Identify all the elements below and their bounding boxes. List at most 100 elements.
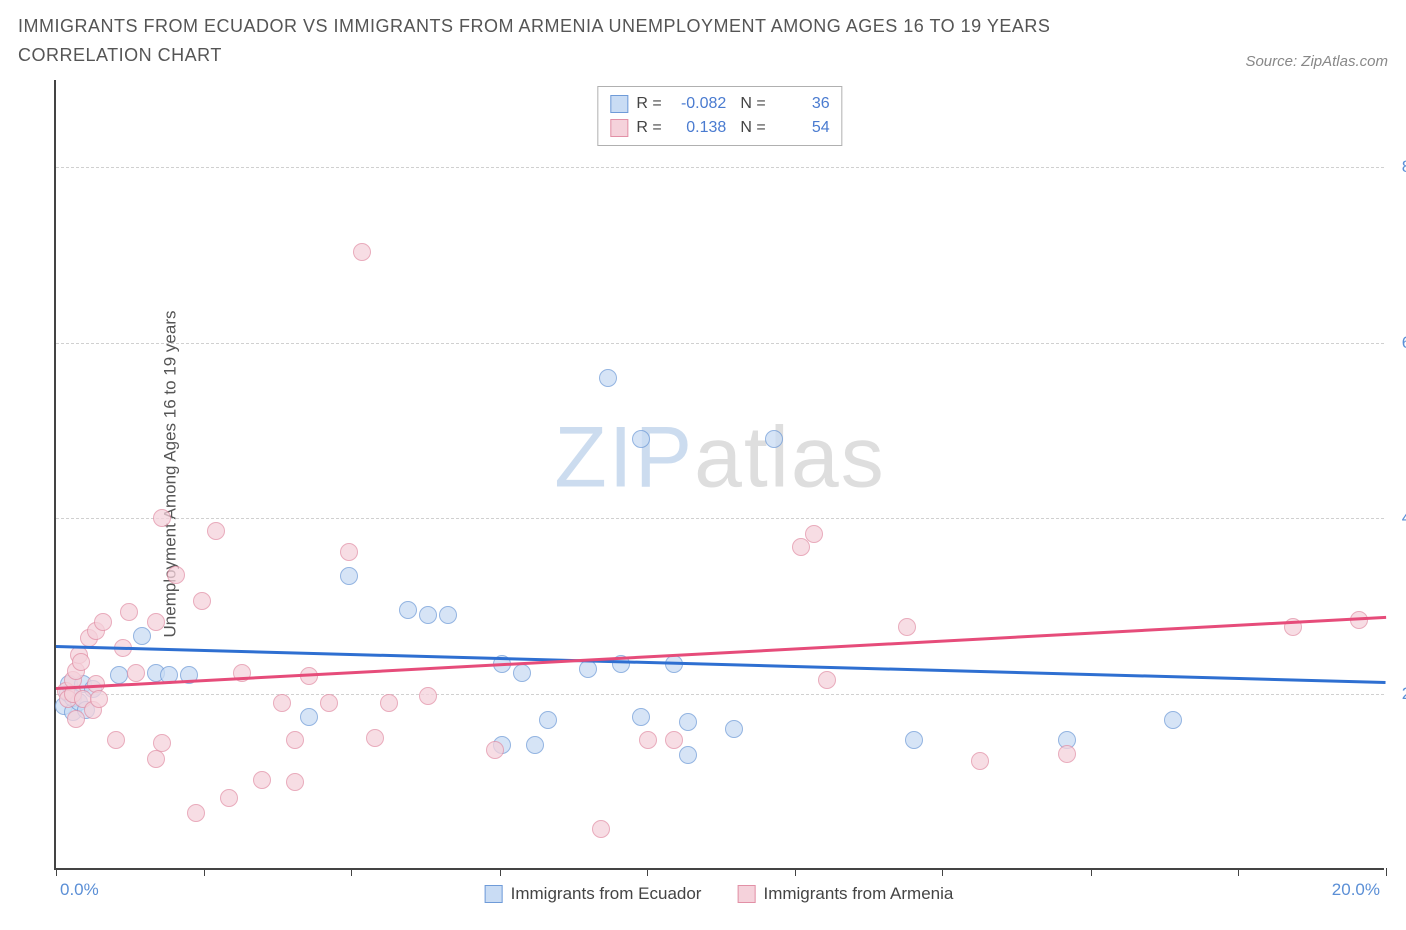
scatter-point-armenia: [419, 687, 437, 705]
scatter-point-armenia: [486, 741, 504, 759]
y-tick-label: 80.0%: [1402, 157, 1406, 177]
scatter-point-ecuador: [133, 627, 151, 645]
scatter-point-ecuador: [340, 567, 358, 585]
scatter-point-ecuador: [632, 708, 650, 726]
scatter-point-armenia: [592, 820, 610, 838]
scatter-point-ecuador: [513, 664, 531, 682]
swatch-icon: [485, 885, 503, 903]
scatter-point-ecuador: [765, 430, 783, 448]
scatter-point-ecuador: [1164, 711, 1182, 729]
n-value: 54: [774, 116, 830, 140]
scatter-point-ecuador: [419, 606, 437, 624]
scatter-point-armenia: [300, 667, 318, 685]
gridline: [56, 518, 1384, 519]
scatter-point-armenia: [167, 566, 185, 584]
swatch-icon: [610, 95, 628, 113]
scatter-point-ecuador: [905, 731, 923, 749]
y-axis-title: Unemployment Among Ages 16 to 19 years: [160, 310, 180, 637]
scatter-point-ecuador: [399, 601, 417, 619]
y-tick-label: 20.0%: [1402, 684, 1406, 704]
y-tick-label: 40.0%: [1402, 508, 1406, 528]
legend-series: Immigrants from Ecuador Immigrants from A…: [485, 884, 954, 904]
legend-item-armenia: Immigrants from Armenia: [737, 884, 953, 904]
scatter-point-armenia: [665, 731, 683, 749]
scatter-point-armenia: [107, 731, 125, 749]
r-value: 0.138: [670, 116, 726, 140]
scatter-point-ecuador: [579, 660, 597, 678]
x-tick: [56, 868, 57, 876]
x-tick: [1091, 868, 1092, 876]
scatter-point-armenia: [147, 613, 165, 631]
n-label: N =: [740, 116, 765, 140]
scatter-point-armenia: [286, 731, 304, 749]
scatter-point-armenia: [72, 653, 90, 671]
x-tick: [1238, 868, 1239, 876]
legend-correlation: R =-0.082N =36R = 0.138 N = 54: [597, 86, 842, 146]
scatter-point-armenia: [353, 243, 371, 261]
gridline: [56, 343, 1384, 344]
scatter-point-ecuador: [679, 713, 697, 731]
scatter-point-armenia: [818, 671, 836, 689]
scatter-point-armenia: [193, 592, 211, 610]
swatch-icon: [610, 119, 628, 137]
scatter-point-armenia: [320, 694, 338, 712]
legend-label: Immigrants from Ecuador: [511, 884, 702, 904]
scatter-point-armenia: [286, 773, 304, 791]
legend-item-ecuador: Immigrants from Ecuador: [485, 884, 702, 904]
x-tick: [500, 868, 501, 876]
scatter-point-armenia: [153, 509, 171, 527]
scatter-point-ecuador: [526, 736, 544, 754]
scatter-point-armenia: [220, 789, 238, 807]
n-value: 36: [774, 92, 830, 116]
scatter-point-armenia: [253, 771, 271, 789]
source-attribution: Source: ZipAtlas.com: [1245, 53, 1388, 70]
scatter-point-armenia: [127, 664, 145, 682]
r-label: R =: [636, 116, 662, 140]
title-bar: IMMIGRANTS FROM ECUADOR VS IMMIGRANTS FR…: [0, 0, 1406, 76]
x-tick: [647, 868, 648, 876]
legend-row-ecuador: R =-0.082N =36: [610, 92, 829, 116]
x-tick: [204, 868, 205, 876]
scatter-point-ecuador: [110, 666, 128, 684]
chart-title: IMMIGRANTS FROM ECUADOR VS IMMIGRANTS FR…: [18, 12, 1138, 70]
chart-area: ZIPatlas Unemployment Among Ages 16 to 1…: [54, 80, 1384, 870]
x-tick: [1386, 868, 1387, 876]
legend-row-armenia: R = 0.138 N = 54: [610, 116, 829, 140]
watermark: ZIPatlas: [554, 408, 885, 507]
scatter-point-armenia: [273, 694, 291, 712]
scatter-point-ecuador: [632, 430, 650, 448]
gridline: [56, 167, 1384, 168]
scatter-point-ecuador: [439, 606, 457, 624]
scatter-point-armenia: [1350, 611, 1368, 629]
scatter-point-armenia: [153, 734, 171, 752]
swatch-icon: [737, 885, 755, 903]
gridline: [56, 694, 1384, 695]
scatter-point-armenia: [207, 522, 225, 540]
scatter-point-armenia: [187, 804, 205, 822]
x-tick: [351, 868, 352, 876]
scatter-point-ecuador: [599, 369, 617, 387]
x-tick-label: 0.0%: [60, 880, 99, 900]
scatter-point-ecuador: [539, 711, 557, 729]
scatter-point-armenia: [67, 710, 85, 728]
x-tick: [795, 868, 796, 876]
legend-label: Immigrants from Armenia: [763, 884, 953, 904]
scatter-point-armenia: [366, 729, 384, 747]
scatter-point-armenia: [94, 613, 112, 631]
scatter-point-armenia: [340, 543, 358, 561]
scatter-point-ecuador: [679, 746, 697, 764]
scatter-point-armenia: [971, 752, 989, 770]
y-tick-label: 60.0%: [1402, 333, 1406, 353]
scatter-point-ecuador: [725, 720, 743, 738]
x-tick: [942, 868, 943, 876]
scatter-point-armenia: [639, 731, 657, 749]
r-label: R =: [636, 92, 662, 116]
scatter-point-armenia: [1058, 745, 1076, 763]
scatter-point-armenia: [805, 525, 823, 543]
scatter-point-armenia: [147, 750, 165, 768]
scatter-point-armenia: [380, 694, 398, 712]
scatter-point-armenia: [120, 603, 138, 621]
plot-region: ZIPatlas Unemployment Among Ages 16 to 1…: [54, 80, 1384, 870]
scatter-point-armenia: [90, 690, 108, 708]
scatter-point-armenia: [898, 618, 916, 636]
